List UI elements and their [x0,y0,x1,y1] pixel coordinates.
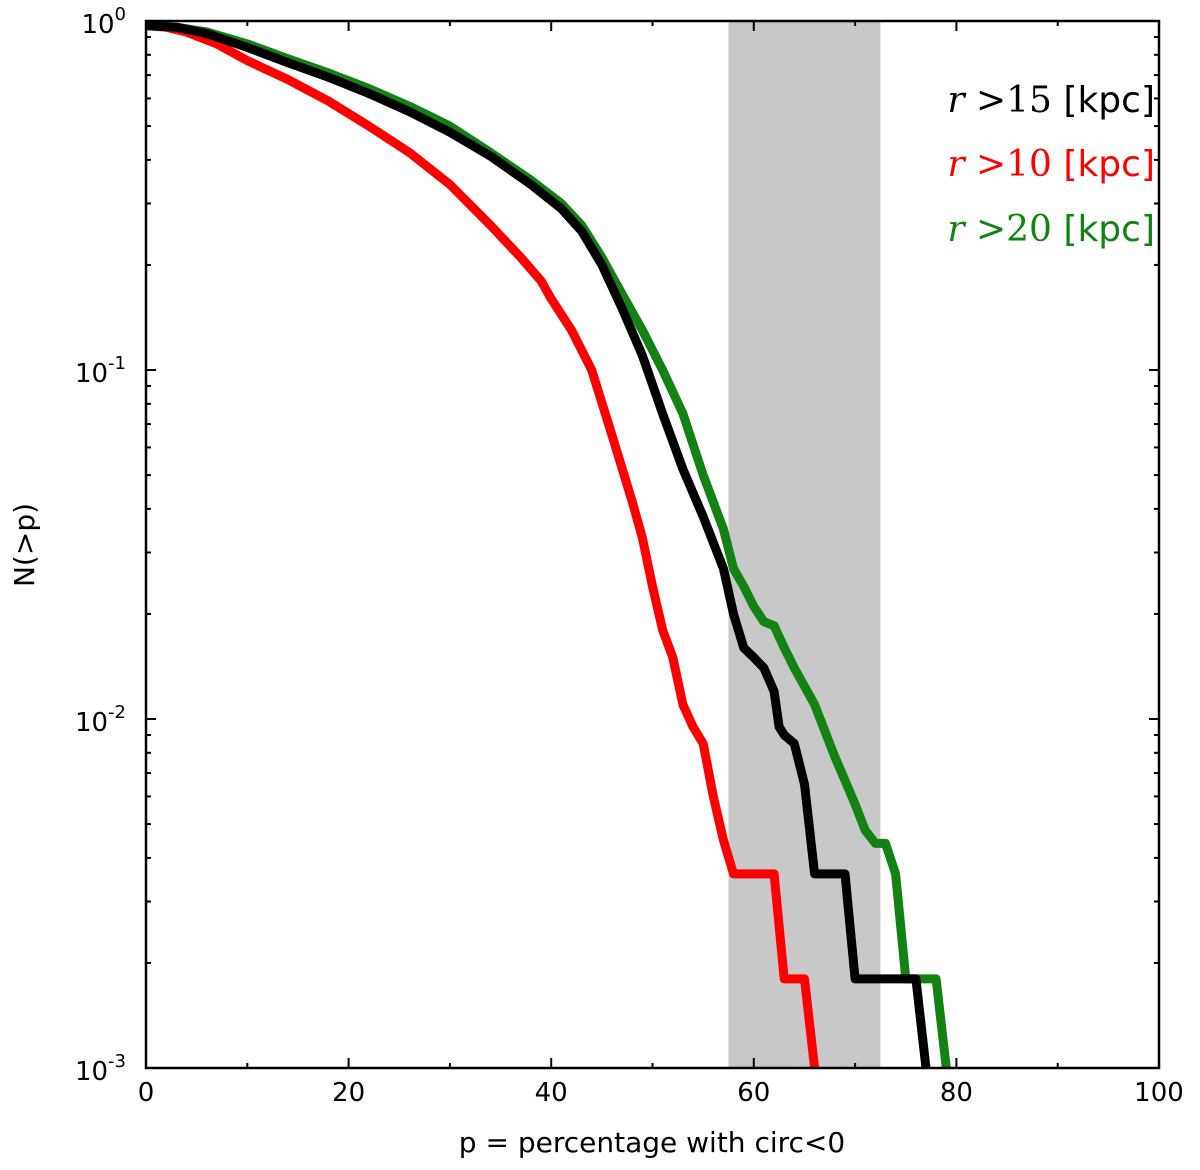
y-axis-title: N(>p) [8,503,41,587]
y-tick-label: 10-2 [75,702,126,738]
legend-entry: r >20 [kpc] [947,209,1155,250]
x-axis-title: p = percentage with circ<0 [459,1126,845,1159]
y-tick-labels: 100 10-1 10-2 10-3 [75,4,126,1087]
legend-entry: r >10 [kpc] [947,144,1155,185]
x-tick-label: 100 [1134,1078,1184,1108]
series-line-gt20 [146,21,951,1068]
legend-entry: r >15 [kpc] [947,80,1155,121]
series-line-gt15 [146,21,931,1068]
series-line-gt10 [146,21,820,1068]
y-tick-label: 10-3 [75,1051,126,1087]
shaded-band-layer [728,21,881,1068]
legend: r >15 [kpc] r >10 [kpc] r >20 [kpc] [947,80,1155,250]
y-tick-label: 100 [81,4,126,40]
x-tick-label: 60 [737,1078,770,1108]
x-tick-label: 20 [332,1078,365,1108]
x-tick-labels: 0 20 40 60 80 100 [138,1078,1184,1108]
tick-layer [145,20,1160,1069]
x-tick-label: 80 [940,1078,973,1108]
shaded-band [728,21,881,1068]
x-tick-label: 40 [535,1078,568,1108]
y-tick-label: 10-1 [75,353,126,389]
x-tick-label: 0 [138,1078,155,1108]
series-layer [146,21,951,1068]
plot-background [146,21,1159,1068]
